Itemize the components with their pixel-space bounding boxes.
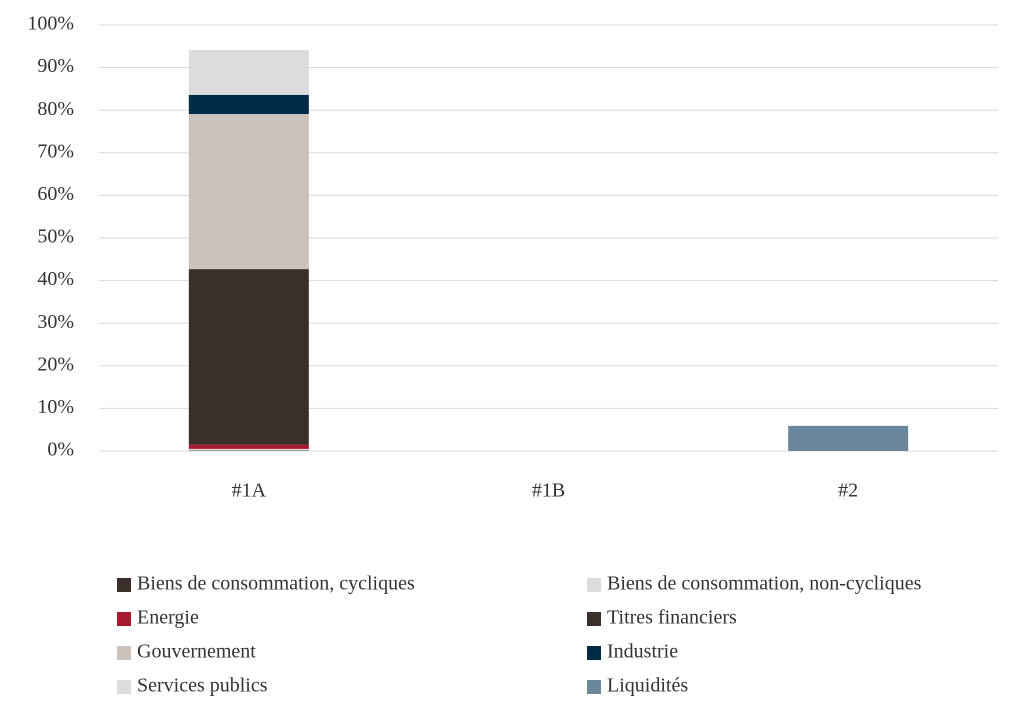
x-tick-label: #2: [838, 480, 858, 502]
bar-segment: [188, 448, 309, 451]
bar-segment: [188, 94, 309, 115]
y-tick-label: 80%: [37, 98, 74, 120]
bar-segment: [188, 114, 309, 270]
y-tick-label: 50%: [37, 226, 74, 248]
y-tick-label: 40%: [37, 268, 74, 290]
bar-segment: [788, 425, 909, 451]
bar-segment: [188, 269, 309, 445]
legend-swatch: [587, 680, 601, 694]
legend-label: Biens de consommation, non-cycliques: [607, 573, 922, 595]
y-tick-label: 90%: [37, 55, 74, 77]
y-tick-label: 70%: [37, 140, 74, 162]
y-tick-label: 10%: [37, 396, 74, 418]
legend-label: Energie: [137, 607, 199, 629]
y-tick-label: 30%: [37, 311, 74, 333]
legend-label: Gouvernement: [137, 641, 256, 663]
legend-label: Industrie: [607, 641, 678, 663]
y-tick-label: 100%: [27, 13, 74, 35]
x-tick-label: #1B: [532, 480, 565, 502]
legend-label: Biens de consommation, cycliques: [137, 573, 415, 595]
legend-label: Services publics: [137, 675, 268, 697]
bar-segment: [188, 444, 309, 449]
legend-label: Titres financiers: [607, 607, 737, 629]
legend-swatch: [587, 646, 601, 660]
y-tick-label: 20%: [37, 353, 74, 375]
x-tick-label: #1A: [232, 480, 267, 502]
legend-swatch: [117, 646, 131, 660]
legend-label: Liquidités: [607, 675, 688, 697]
y-tick-label: 0%: [47, 439, 74, 461]
bar-segment: [188, 50, 309, 95]
y-tick-label: 60%: [37, 183, 74, 205]
legend-swatch: [117, 578, 131, 592]
legend-swatch: [117, 612, 131, 626]
legend-swatch: [117, 680, 131, 694]
legend-swatch: [587, 578, 601, 592]
legend-swatch: [587, 612, 601, 626]
